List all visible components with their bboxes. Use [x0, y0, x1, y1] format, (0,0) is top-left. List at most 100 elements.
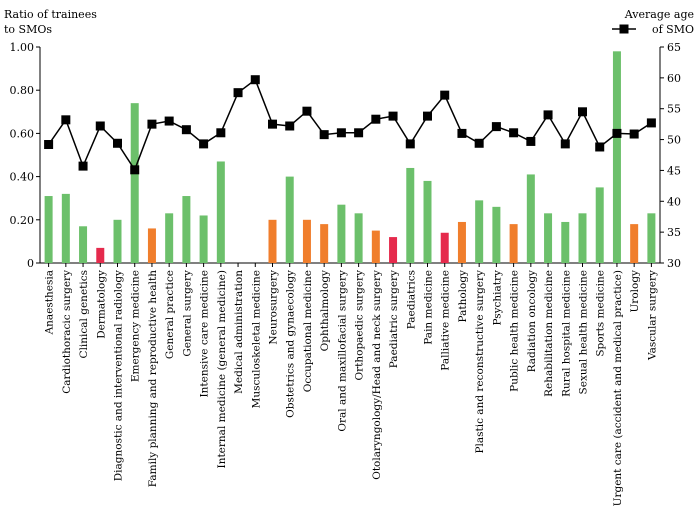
bar: [147, 228, 156, 263]
category-label: Clinical genetics: [78, 270, 90, 358]
right-tick-label: 30: [667, 257, 681, 270]
age-point: [560, 139, 570, 149]
age-point: [491, 122, 501, 132]
category-label: Radiation oncology: [526, 270, 538, 372]
age-point: [319, 130, 329, 140]
age-point: [216, 128, 226, 138]
left-tick-label: 0: [27, 257, 34, 270]
bar: [165, 213, 174, 263]
age-point: [147, 119, 157, 129]
bar: [354, 213, 363, 263]
legend-label: of SMO: [652, 23, 694, 36]
right-tick-label: 45: [667, 164, 681, 177]
bar: [389, 237, 398, 263]
category-label: Paediatrics: [405, 270, 417, 329]
category-label: Rehabilitation medicine: [543, 270, 555, 397]
category-label: Public health medicine: [509, 270, 521, 392]
bar: [440, 232, 449, 263]
bar: [526, 174, 535, 263]
bar: [475, 200, 484, 263]
age-point: [302, 106, 312, 116]
bar: [612, 51, 621, 263]
age-point: [371, 114, 381, 124]
age-point: [595, 142, 605, 152]
category-label: General practice: [164, 270, 176, 359]
bar: [630, 224, 639, 263]
left-tick-label: 0.40: [10, 171, 35, 184]
right-tick-label: 55: [667, 103, 681, 116]
bar: [79, 226, 88, 263]
bar: [182, 196, 191, 263]
bar: [544, 213, 553, 263]
category-label: Medical administration: [233, 270, 245, 394]
age-point: [629, 129, 639, 139]
legend-marker-square: [619, 24, 629, 34]
age-point: [181, 125, 191, 135]
category-label: Pathology: [457, 270, 469, 323]
age-point: [509, 128, 519, 138]
left-axis-title-line1: Ratio of trainees: [4, 8, 97, 21]
age-point: [113, 138, 122, 148]
plot-area: 0 0.20 0.40 0.60 0.80 1.00 30 35 40 45 50 55 60 65 Ana…: [10, 41, 682, 506]
bar: [423, 180, 432, 263]
age-point: [354, 128, 364, 138]
legend: of SMO: [612, 23, 694, 36]
bar: [457, 221, 466, 263]
age-line: [47, 78, 652, 172]
bar: [113, 219, 122, 263]
bar: [578, 213, 587, 263]
bar: [302, 219, 311, 263]
bar: [595, 187, 604, 263]
right-tick-label: 35: [667, 226, 681, 239]
right-axis-title-line1: Average age: [624, 8, 694, 21]
category-label: Vascular surgery: [646, 270, 658, 361]
bar: [337, 204, 346, 263]
age-point: [336, 128, 346, 138]
age-point: [474, 138, 484, 148]
age-point: [61, 115, 71, 125]
age-point: [457, 128, 467, 138]
category-label: Otolaryngology/Head and neck surgery: [371, 270, 383, 480]
age-point: [612, 128, 622, 138]
bar: [44, 196, 53, 263]
left-tick-label: 0.60: [10, 127, 35, 140]
category-label: Anaesthesia: [44, 270, 56, 335]
category-label: Occupational medicine: [302, 270, 314, 392]
age-point: [164, 116, 174, 126]
age-point: [388, 111, 398, 121]
category-label: Pain medicine: [423, 270, 435, 345]
category-label: Musculoskeletal medicine: [250, 270, 262, 408]
left-tick-label: 0.80: [10, 84, 35, 97]
age-point: [130, 165, 140, 175]
bar: [130, 103, 139, 263]
bar: [268, 219, 277, 263]
bar: [96, 247, 105, 263]
bar: [285, 176, 294, 263]
age-point: [285, 121, 295, 131]
bar: [561, 221, 570, 263]
age-point: [78, 161, 88, 171]
category-label: Psychiatry: [491, 270, 503, 326]
age-point: [423, 111, 432, 121]
category-label: Orthopaedic surgery: [354, 270, 366, 381]
age-point: [95, 121, 105, 131]
category-label: Ophthalmology: [319, 270, 331, 351]
category-label: Oral and maxillofacial surgery: [336, 270, 348, 432]
age-point: [440, 90, 450, 100]
category-label: Cardiothoracic surgery: [61, 270, 73, 394]
age-point: [268, 119, 277, 129]
bar: [216, 161, 225, 263]
age-point: [199, 139, 209, 149]
age-point: [250, 75, 260, 85]
category-label: Paediatric surgery: [388, 270, 400, 368]
left-axis-title-line2: to SMOs: [4, 23, 52, 36]
age-point: [405, 139, 415, 149]
category-label: Internal medicine (general medicine): [216, 270, 228, 468]
category-label: Family planning and reproductive health: [147, 270, 159, 487]
category-label: Dermatology: [95, 270, 107, 339]
category-label: Neurosurgery: [268, 270, 280, 345]
bar: [492, 206, 501, 263]
age-point: [233, 88, 243, 98]
age-point: [578, 107, 587, 117]
category-label: Palliative medicine: [440, 270, 452, 371]
